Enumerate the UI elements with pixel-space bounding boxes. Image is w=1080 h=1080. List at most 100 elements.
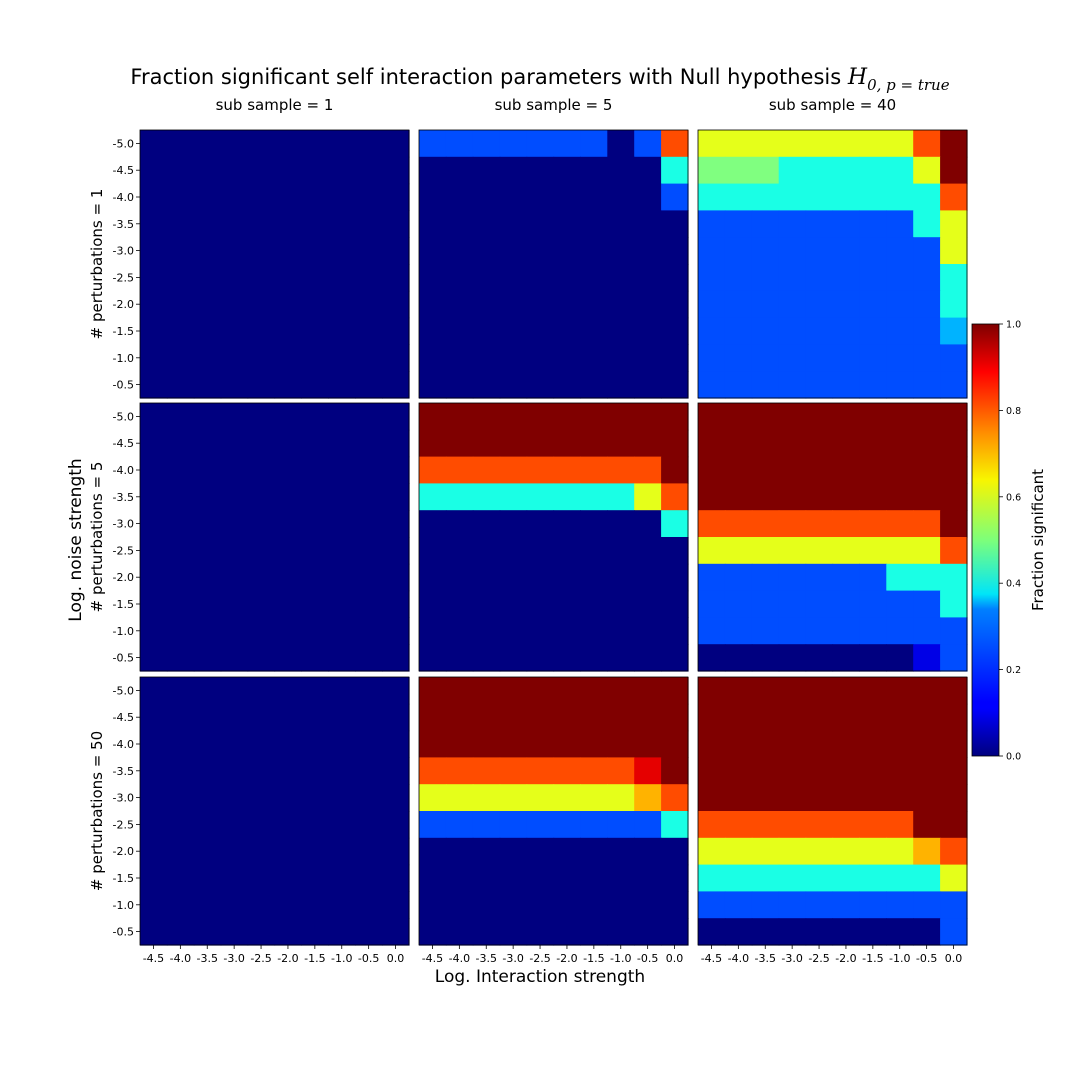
- heatmap-cell: [634, 617, 662, 645]
- heatmap-panel: [697, 402, 968, 672]
- heatmap-cell: [634, 784, 662, 812]
- heatmap-cell: [859, 210, 887, 238]
- heatmap-cell: [301, 317, 329, 345]
- heatmap-cell: [859, 403, 887, 431]
- heatmap-cell: [580, 183, 608, 211]
- heatmap-cell: [220, 757, 249, 785]
- heatmap-cell: [634, 891, 662, 919]
- heatmap-cell: [553, 344, 581, 372]
- heatmap-cell: [419, 371, 447, 399]
- heatmap-cell: [940, 757, 968, 785]
- heatmap-cell: [193, 703, 222, 732]
- heatmap-cell: [220, 918, 249, 946]
- heatmap-cell: [526, 183, 555, 211]
- heatmap-cell: [805, 891, 834, 919]
- heatmap-cell: [274, 784, 302, 812]
- heatmap-cell: [140, 290, 168, 319]
- heatmap-cell: [193, 918, 222, 946]
- colorbar-tick-label: 0.2: [1006, 665, 1021, 676]
- heatmap-cell: [607, 677, 635, 705]
- heatmap-cell: [940, 429, 968, 458]
- heatmap-cell: [886, 537, 914, 565]
- heatmap-cell: [355, 590, 383, 618]
- heatmap-cell: [940, 644, 968, 672]
- heatmap-cell: [220, 644, 249, 672]
- heatmap-cell: [859, 429, 887, 458]
- heatmap-cell: [247, 677, 276, 705]
- heatmap-cell: [913, 183, 941, 211]
- heatmap-cell: [634, 537, 662, 565]
- heatmap-cell: [419, 644, 447, 672]
- heatmap-cell: [166, 483, 195, 511]
- heatmap-cell: [193, 891, 222, 919]
- heatmap-cell: [328, 677, 356, 705]
- heatmap-cell: [940, 811, 968, 839]
- heatmap-cell: [859, 864, 887, 892]
- heatmap-cell: [778, 563, 807, 592]
- heatmap-cell: [580, 811, 608, 839]
- heatmap-cell: [580, 644, 608, 672]
- heatmap-cell: [607, 837, 635, 866]
- heatmap-cell: [553, 210, 581, 238]
- heatmap-cell: [140, 891, 168, 919]
- heatmap-cell: [940, 130, 968, 158]
- heatmap-cell: [419, 483, 447, 511]
- heatmap-cell: [580, 317, 608, 345]
- heatmap-cell: [247, 563, 276, 592]
- heatmap-cell: [193, 617, 222, 645]
- y-tick-label: -1.5: [113, 325, 134, 338]
- heatmap-cell: [805, 703, 834, 732]
- heatmap-cell: [859, 730, 887, 758]
- heatmap-cell: [724, 617, 753, 645]
- panel-frame: [697, 676, 968, 946]
- heatmap-cell: [301, 210, 329, 238]
- heatmap-cell: [634, 837, 662, 866]
- y-tick-label: -3.5: [113, 218, 134, 231]
- heatmap-cell: [886, 317, 914, 345]
- heatmap-cell: [553, 317, 581, 345]
- heatmap-cell: [751, 210, 780, 238]
- heatmap-cell: [913, 403, 941, 431]
- heatmap-cell: [220, 784, 249, 812]
- heatmap-cell: [751, 784, 780, 812]
- heatmap-cell: [445, 290, 474, 319]
- heatmap-cell: [355, 403, 383, 431]
- heatmap-cell: [859, 537, 887, 565]
- heatmap-cell: [580, 403, 608, 431]
- heatmap-cell: [526, 617, 555, 645]
- heatmap-cell: [247, 590, 276, 618]
- chart-title: Fraction significant self interaction pa…: [130, 65, 949, 94]
- heatmap-cell: [328, 130, 356, 158]
- heatmap-cell: [328, 730, 356, 758]
- heatmap-cell: [661, 510, 689, 538]
- heatmap-cell: [193, 811, 222, 839]
- heatmap-cell: [355, 237, 383, 265]
- heatmap-cell: [940, 918, 968, 946]
- heatmap-cell: [553, 757, 581, 785]
- heatmap-cell: [778, 456, 807, 484]
- heatmap-cell: [607, 784, 635, 812]
- heatmap-cell: [419, 811, 447, 839]
- heatmap-cell: [247, 864, 276, 892]
- heatmap-cell: [634, 811, 662, 839]
- y-tick-label: -3.0: [113, 518, 134, 531]
- heatmap-cell: [724, 891, 753, 919]
- heatmap-cell: [634, 677, 662, 705]
- heatmap-cell: [247, 757, 276, 785]
- heatmap-cell: [580, 156, 608, 185]
- heatmap-cell: [328, 344, 356, 372]
- heatmap-cell: [382, 590, 410, 618]
- heatmap-cell: [805, 317, 834, 345]
- heatmap-cell: [472, 429, 501, 458]
- heatmap-cell: [472, 183, 501, 211]
- heatmap-cell: [661, 156, 689, 185]
- heatmap-cell: [634, 456, 662, 484]
- heatmap-cell: [805, 429, 834, 458]
- heatmap-cell: [355, 130, 383, 158]
- panel-frame: [697, 402, 968, 672]
- heatmap-cell: [751, 371, 780, 399]
- heatmap-cell: [247, 918, 276, 946]
- heatmap-cell: [526, 644, 555, 672]
- heatmap-cell: [607, 456, 635, 484]
- heatmap-cell: [634, 344, 662, 372]
